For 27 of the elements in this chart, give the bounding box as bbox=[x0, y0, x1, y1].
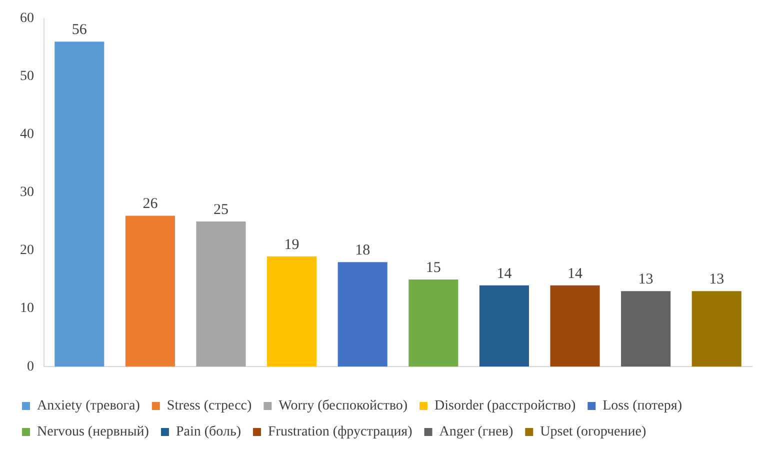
data-label: 56 bbox=[72, 22, 88, 38]
legend-label: Worry (беспокойство) bbox=[278, 398, 408, 414]
y-tick-label: 20 bbox=[20, 243, 34, 258]
data-label: 13 bbox=[638, 272, 654, 288]
data-label: 18 bbox=[355, 242, 370, 259]
data-label: 19 bbox=[284, 236, 300, 253]
data-label: 13 bbox=[709, 272, 724, 288]
legend-label: Loss (потеря) bbox=[602, 398, 682, 414]
legend-label: Upset (огорчение) bbox=[540, 424, 646, 440]
legend-label: Disorder (расстройство) bbox=[434, 398, 576, 414]
y-tick-label: 60 bbox=[20, 11, 34, 26]
legend-label: Stress (стресс) bbox=[166, 398, 252, 414]
data-label: 25 bbox=[214, 202, 228, 218]
legend-label: Frustration (фрустрация) bbox=[268, 424, 413, 440]
legend-label: Anxiety (тревога) bbox=[37, 398, 140, 414]
y-tick-label: 0 bbox=[27, 359, 34, 374]
data-label: 14 bbox=[568, 266, 583, 282]
data-label: 15 bbox=[426, 260, 441, 276]
data-label: 26 bbox=[142, 196, 158, 212]
y-tick-label: 10 bbox=[20, 301, 34, 316]
legend-label: Pain (боль) bbox=[176, 424, 242, 440]
y-tick-label: 50 bbox=[20, 69, 34, 84]
y-tick-label: 30 bbox=[20, 185, 34, 200]
data-label: 14 bbox=[496, 266, 512, 282]
legend-label: Nervous (нервный) bbox=[37, 424, 150, 440]
legend-label: Anger (гнев) bbox=[439, 424, 514, 440]
y-tick-label: 40 bbox=[20, 127, 34, 142]
